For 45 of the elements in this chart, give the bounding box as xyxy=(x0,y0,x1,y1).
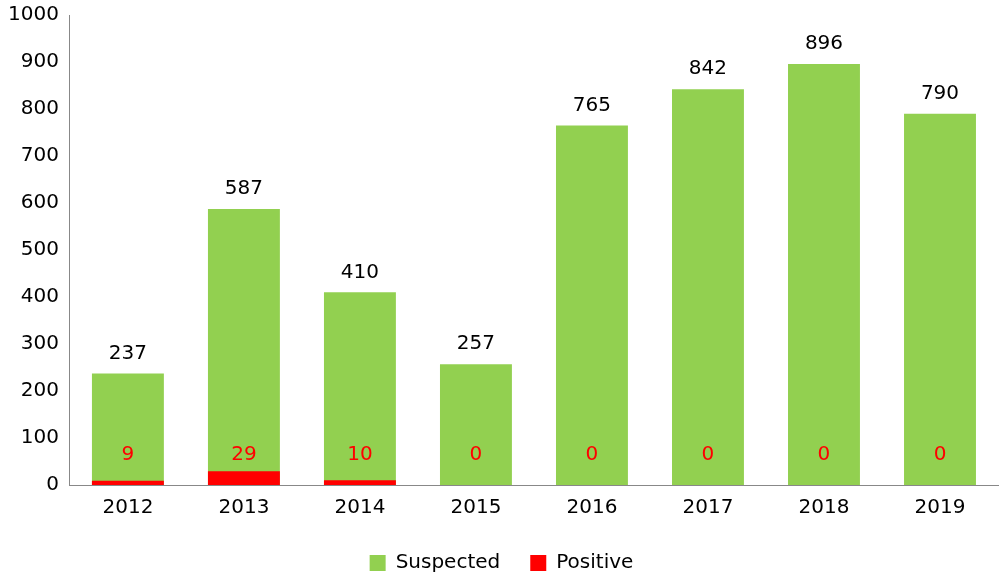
data-label: 587 xyxy=(224,175,264,200)
data-label: 0 xyxy=(469,441,483,466)
y-tick-label: 600 xyxy=(20,189,59,214)
bar xyxy=(555,125,628,485)
bar xyxy=(323,480,396,485)
bar xyxy=(207,471,280,485)
data-label: 0 xyxy=(585,441,599,466)
y-tick-label: 100 xyxy=(20,424,59,449)
data-label: 896 xyxy=(804,30,844,55)
y-tick-label: 800 xyxy=(20,95,59,120)
x-tick-label: 2016 xyxy=(566,494,618,519)
y-tick-label: 0 xyxy=(46,471,59,496)
y-tick-label: 400 xyxy=(20,283,59,308)
bar xyxy=(672,89,744,485)
bar xyxy=(439,364,512,485)
x-tick-label: 2014 xyxy=(334,494,386,519)
data-label: 29 xyxy=(231,441,257,466)
x-tick-label: 2018 xyxy=(798,494,850,519)
y-tick-label: 900 xyxy=(20,48,59,73)
x-tick-label: 2013 xyxy=(218,494,270,519)
data-label: 10 xyxy=(347,441,373,466)
bar xyxy=(904,113,976,485)
data-label: 790 xyxy=(920,79,960,104)
data-label: 0 xyxy=(933,441,947,466)
x-tick-label: 2019 xyxy=(914,494,966,519)
legend-label: Suspected xyxy=(395,549,501,574)
y-tick-label: 500 xyxy=(20,236,59,261)
data-label: 0 xyxy=(701,441,715,466)
data-label: 842 xyxy=(688,55,728,80)
data-label: 237 xyxy=(108,339,147,364)
data-label: 0 xyxy=(817,441,831,466)
x-tick-label: 2012 xyxy=(102,494,154,519)
bar xyxy=(788,63,860,485)
y-tick-label: 300 xyxy=(20,330,59,355)
data-label: 765 xyxy=(572,91,612,116)
x-tick-label: 2015 xyxy=(450,494,502,519)
data-label: 257 xyxy=(456,330,496,355)
legend-label: Positive xyxy=(556,549,634,574)
data-label: 9 xyxy=(121,441,135,466)
y-tick-label: 700 xyxy=(20,142,59,167)
y-tick-label: 200 xyxy=(20,377,59,402)
bar xyxy=(91,480,164,485)
y-tick-label: 1000 xyxy=(7,1,59,26)
x-tick-label: 2017 xyxy=(682,494,734,519)
data-label: 410 xyxy=(340,258,380,283)
